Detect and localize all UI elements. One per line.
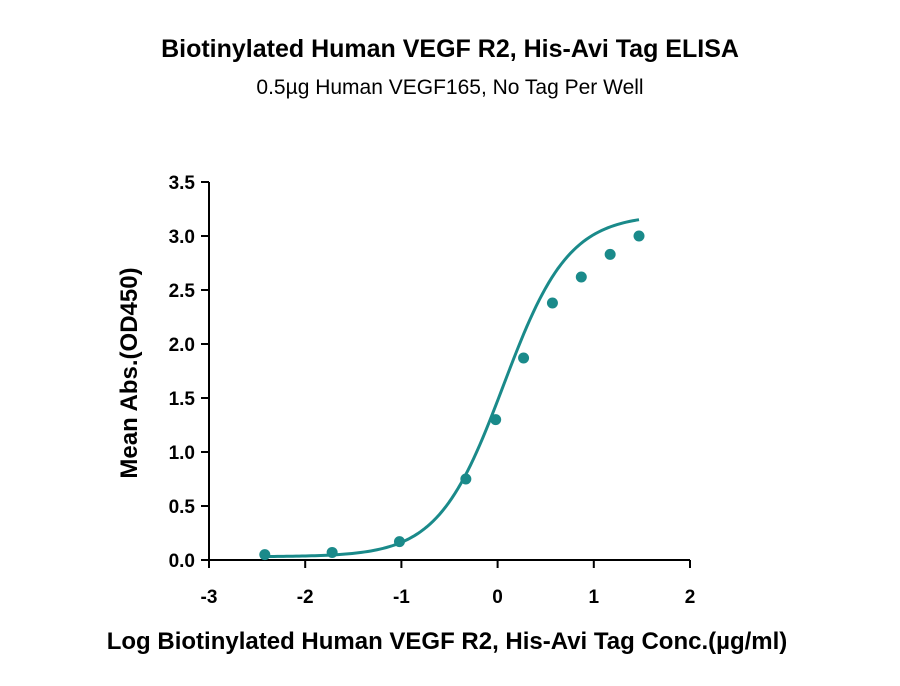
chart-title: Biotinylated Human VEGF R2, His-Avi Tag … [161,35,739,63]
y-tick-label: 3.5 [169,173,196,194]
y-ticks: 0.0 0.5 1.0 1.5 2.0 2.5 3.0 3.5 [169,173,209,572]
x-tick-label: -3 [201,587,218,608]
data-point [259,549,271,561]
x-tick-label: -1 [393,587,410,608]
data-point [604,248,616,260]
axes: 0.0 0.5 1.0 1.5 2.0 2.5 3.0 3.5 -3 -2 -1 0 1 2 [169,173,696,608]
data-point [546,297,558,309]
data-point [460,473,472,485]
x-tick-label: 0 [492,587,503,608]
x-tick-label: 2 [685,587,696,608]
data-point [326,546,338,558]
data-point [633,230,645,242]
data-points [259,230,645,561]
x-axis-title: Log Biotinylated Human VEGF R2, His-Avi … [107,628,788,655]
y-tick-label: 1.5 [169,389,196,410]
y-tick-label: 3.0 [169,227,195,248]
x-tick-label: -2 [297,587,314,608]
y-tick-label: 1.0 [169,443,195,464]
data-point [518,352,530,364]
data-point [575,271,587,283]
y-axis-title: Mean Abs.(OD450) [116,267,143,478]
x-tick-label: 1 [589,587,600,608]
chart-subtitle: 0.5µg Human VEGF165, No Tag Per Well [256,76,643,99]
data-point [393,536,405,548]
y-tick-label: 2.5 [169,281,196,302]
data-point [490,414,502,426]
y-tick-label: 2.0 [169,335,195,356]
y-tick-label: 0.5 [169,497,196,518]
fit-curve [264,218,640,559]
x-ticks: -3 -2 -1 0 1 2 [201,560,696,608]
y-tick-label: 0.0 [169,551,195,572]
